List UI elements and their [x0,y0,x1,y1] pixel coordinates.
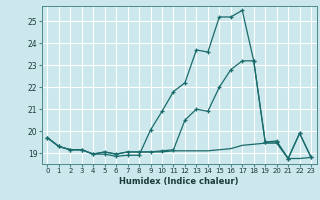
X-axis label: Humidex (Indice chaleur): Humidex (Indice chaleur) [119,177,239,186]
